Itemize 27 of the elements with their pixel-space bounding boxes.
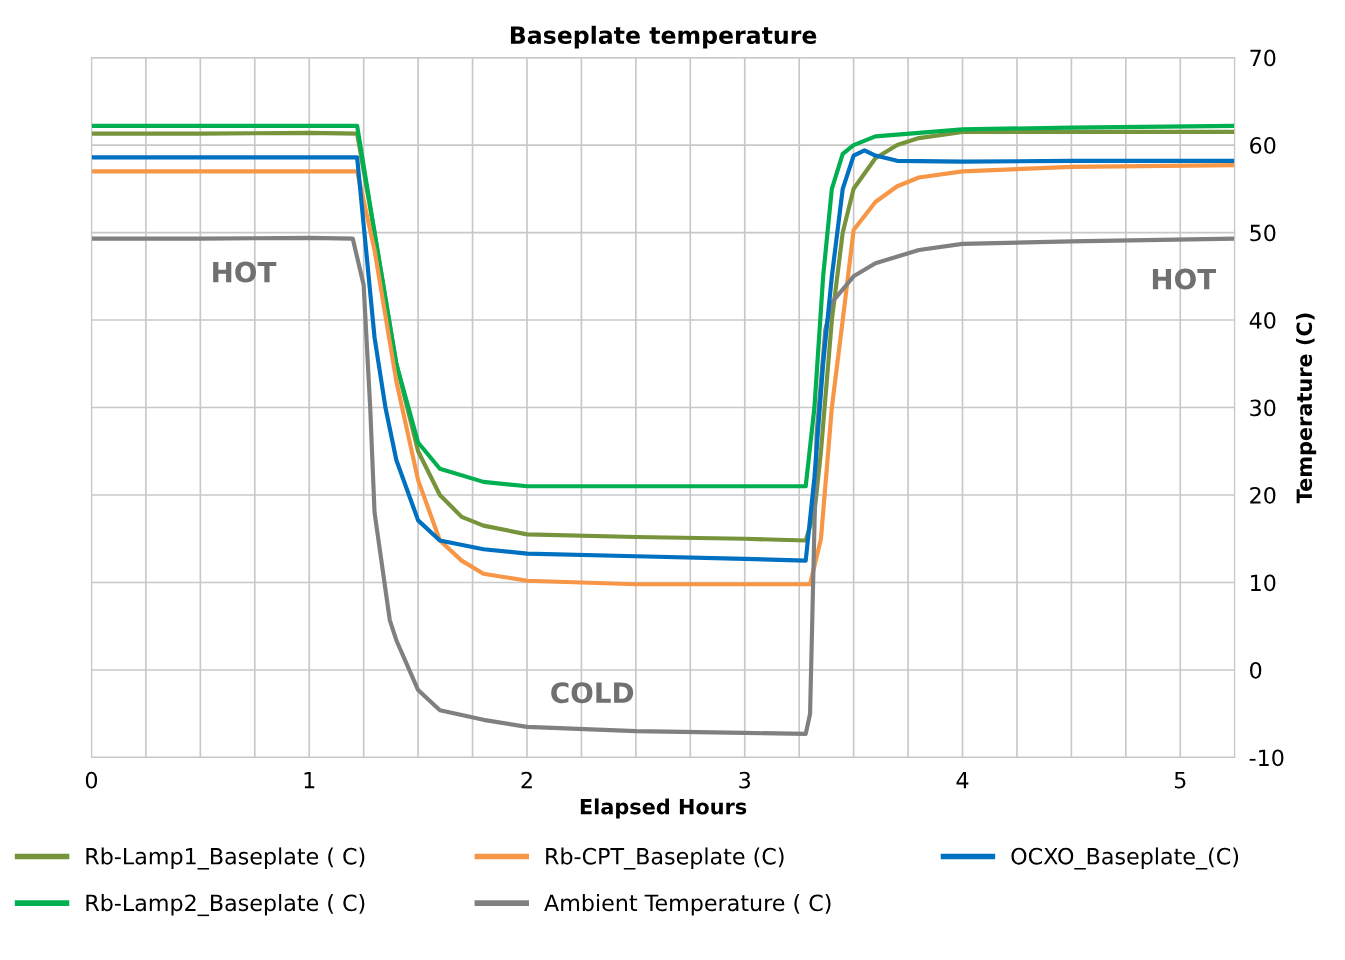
annotation: COLD <box>551 682 634 704</box>
y-tick-label: 30 <box>1250 399 1276 417</box>
x-axis-title: Elapsed Hours <box>580 798 747 819</box>
legend-label: Rb-Lamp2_Baseplate ( C) <box>86 893 365 917</box>
y-axis-title: Temperature (C) <box>1296 313 1317 504</box>
x-tick-label: 2 <box>521 771 532 789</box>
x-tick-label: 4 <box>956 772 969 789</box>
x-tick-label: 5 <box>1174 772 1186 789</box>
legend-label: Ambient Temperature ( C) <box>544 893 831 916</box>
y-tick-label: 0 <box>1250 661 1262 679</box>
y-tick-label: 10 <box>1251 574 1276 592</box>
x-tick-label: 0 <box>85 771 98 789</box>
y-tick-label: 60 <box>1250 137 1276 154</box>
legend-label: Rb-CPT_Baseplate (C) <box>546 847 784 870</box>
y-tick-label: 50 <box>1250 224 1276 242</box>
y-tick-label: -10 <box>1249 749 1284 767</box>
annotation: HOT <box>213 261 277 283</box>
x-tick-label: 3 <box>739 771 751 789</box>
legend-label: OCXO_Baseplate_(C) <box>1011 847 1239 870</box>
line-series <box>91 235 1235 736</box>
chart-title: Baseplate temperature <box>510 25 817 49</box>
annotation: HOT <box>1152 268 1217 290</box>
y-tick-label: 70 <box>1250 49 1276 67</box>
x-tick-label: 1 <box>304 772 315 789</box>
y-tick-label: 40 <box>1249 311 1276 329</box>
y-tick-label: 20 <box>1250 486 1276 504</box>
legend-label: Rb-Lamp1_Baseplate ( C) <box>86 847 365 870</box>
